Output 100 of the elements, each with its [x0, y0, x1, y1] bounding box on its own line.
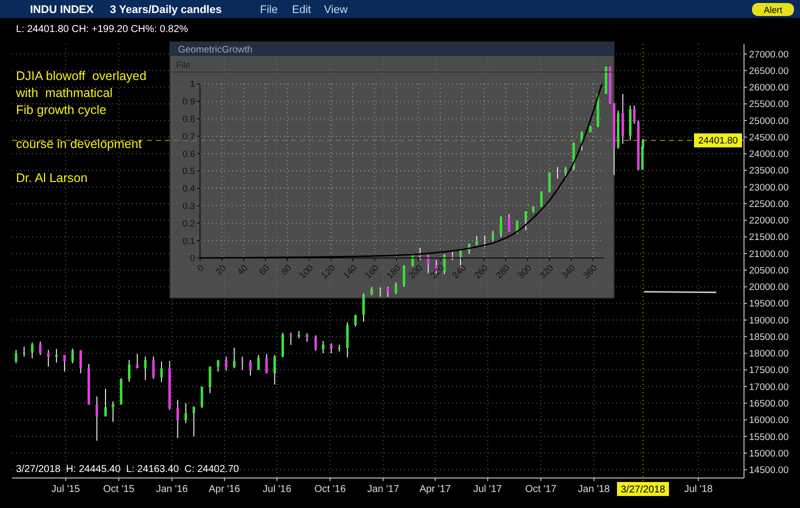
- y-tick-label: 0.5: [182, 166, 195, 176]
- candlestick: [96, 396, 98, 442]
- candlestick: [104, 388, 107, 417]
- x-tick-label: 40: [235, 262, 250, 277]
- y-tick-label: 21000.00: [749, 248, 789, 260]
- candlestick: [524, 210, 528, 231]
- text: View: [324, 4, 348, 16]
- y-tick-label: 0.6: [182, 148, 195, 159]
- x-tick-label: Oct '17: [525, 484, 557, 495]
- candlestick: [346, 322, 349, 358]
- x-tick-label: 20: [214, 262, 228, 277]
- candlestick: [540, 190, 543, 208]
- candlestick: [500, 216, 502, 238]
- y-tick-label: 16000.00: [749, 415, 789, 426]
- candlestick: [39, 341, 42, 356]
- candlestick: [314, 334, 317, 352]
- candlestick: [128, 359, 130, 382]
- x-tick-label: 80: [279, 262, 294, 277]
- y-tick-label: 24500.00: [749, 132, 789, 144]
- x-tick-label: Apr '17: [419, 484, 452, 495]
- x-tick-label: 60: [257, 262, 272, 277]
- y-tick-label: 15500.00: [749, 432, 789, 443]
- ref-line-label: 3/27/2018: [620, 484, 666, 496]
- x-tick-label: Jan '17: [367, 484, 400, 495]
- y-tick-label: 20500.00: [749, 265, 789, 276]
- candlestick: [144, 356, 147, 380]
- candlestick: [298, 330, 300, 339]
- candlestick: [200, 386, 204, 409]
- text: Alert: [764, 5, 783, 15]
- ref-line-label: 24401.80: [698, 136, 738, 147]
- x-tick-label: 120: [319, 262, 337, 280]
- y-tick-label: 27000.00: [749, 49, 789, 60]
- x-tick-label: Apr '16: [208, 484, 241, 495]
- line-series: [199, 83, 603, 259]
- chart-title: GeometricGrowth: [178, 44, 252, 56]
- x-tick-label: Jul '18: [684, 484, 714, 495]
- candlestick: [224, 356, 228, 372]
- y-tick-label: 0.3: [182, 200, 195, 211]
- x-tick-label: 260: [472, 262, 490, 280]
- y-tick-label: 17500.00: [749, 365, 789, 376]
- candlestick: [362, 292, 365, 322]
- y-tick-label: 0.2: [182, 218, 195, 228]
- y-tick-label: 26000.00: [749, 82, 789, 94]
- x-tick-label: Jul '17: [473, 484, 502, 495]
- text: Edit: [292, 4, 311, 16]
- candlestick: [443, 254, 446, 275]
- y-tick-label: 16500.00: [749, 398, 789, 410]
- candlestick: [330, 342, 332, 354]
- candlestick: [79, 350, 82, 374]
- y-tick-label: 23500.00: [749, 166, 789, 177]
- y-tick-label: 20000.00: [749, 282, 789, 294]
- candlestick: [508, 214, 510, 232]
- x-tick-label: Jan '16: [156, 484, 188, 495]
- candlestick: [30, 342, 34, 359]
- candlestick: [354, 314, 357, 328]
- y-tick-label: 17000.00: [749, 382, 789, 393]
- annotation: with mathmatical: [15, 86, 113, 100]
- candlestick: [152, 356, 155, 380]
- candlestick: [426, 254, 430, 274]
- x-tick-label: Jul '15: [51, 484, 80, 495]
- y-tick-label: 0.9: [182, 96, 195, 107]
- x-tick-label: 320: [538, 262, 556, 280]
- y-tick-label: 0.1: [182, 236, 195, 246]
- y-tick-label: 22000.00: [749, 216, 789, 227]
- y-tick-label: 0.8: [182, 114, 195, 124]
- y-tick-label: 22500.00: [749, 198, 789, 210]
- candlestick: [556, 166, 559, 180]
- candlestick: [265, 353, 268, 374]
- candlestick: [47, 349, 50, 368]
- candlestick: [322, 340, 324, 354]
- y-tick-label: 0: [190, 253, 195, 264]
- y-tick-label: 19000.00: [749, 315, 789, 326]
- x-tick-label: 180: [384, 262, 402, 280]
- candlestick: [580, 130, 584, 151]
- y-tick-label: 24000.00: [749, 149, 789, 160]
- candlestick: [386, 286, 390, 298]
- candlestick: [394, 282, 398, 295]
- candlestick: [290, 332, 292, 346]
- candlestick: [516, 220, 518, 234]
- candlestick: [63, 354, 66, 372]
- chart-title: INDU INDEX: [30, 4, 94, 16]
- candlestick: [282, 332, 284, 358]
- y-tick-label: 25000.00: [749, 116, 789, 127]
- candlestick: [402, 264, 406, 288]
- x-tick-label: 300: [516, 262, 534, 280]
- y-tick-label: 26500.00: [749, 66, 789, 77]
- x-tick-label: 100: [297, 262, 316, 280]
- x-tick-label: Oct '16: [314, 484, 346, 495]
- x-tick-label: 220: [428, 262, 446, 280]
- candlestick: [208, 366, 212, 394]
- y-tick-label: 19500.00: [749, 298, 789, 310]
- candlestick: [192, 406, 196, 437]
- candlestick: [564, 166, 567, 180]
- y-tick-label: 18500.00: [749, 332, 789, 343]
- x-tick-label: Jan '18: [578, 484, 610, 495]
- y-tick-label: 23000.00: [749, 182, 789, 194]
- x-tick-label: Oct '15: [103, 484, 135, 495]
- candlestick: [112, 401, 114, 422]
- text: File: [260, 4, 278, 16]
- candlestick: [622, 93, 624, 144]
